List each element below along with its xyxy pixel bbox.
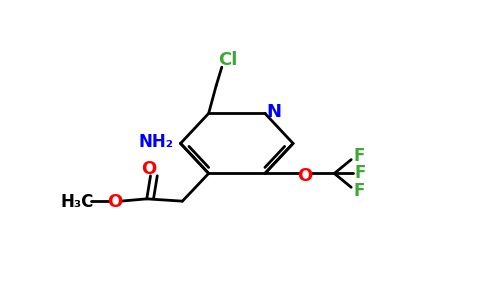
Text: Cl: Cl xyxy=(218,51,237,69)
Text: F: F xyxy=(353,147,364,165)
Text: F: F xyxy=(353,182,364,200)
Text: H₃C: H₃C xyxy=(60,193,94,211)
Text: N: N xyxy=(267,103,282,121)
Text: O: O xyxy=(107,193,122,211)
Text: O: O xyxy=(141,160,156,178)
Text: NH₂: NH₂ xyxy=(138,133,174,151)
Text: O: O xyxy=(297,167,312,185)
Text: F: F xyxy=(355,164,366,182)
